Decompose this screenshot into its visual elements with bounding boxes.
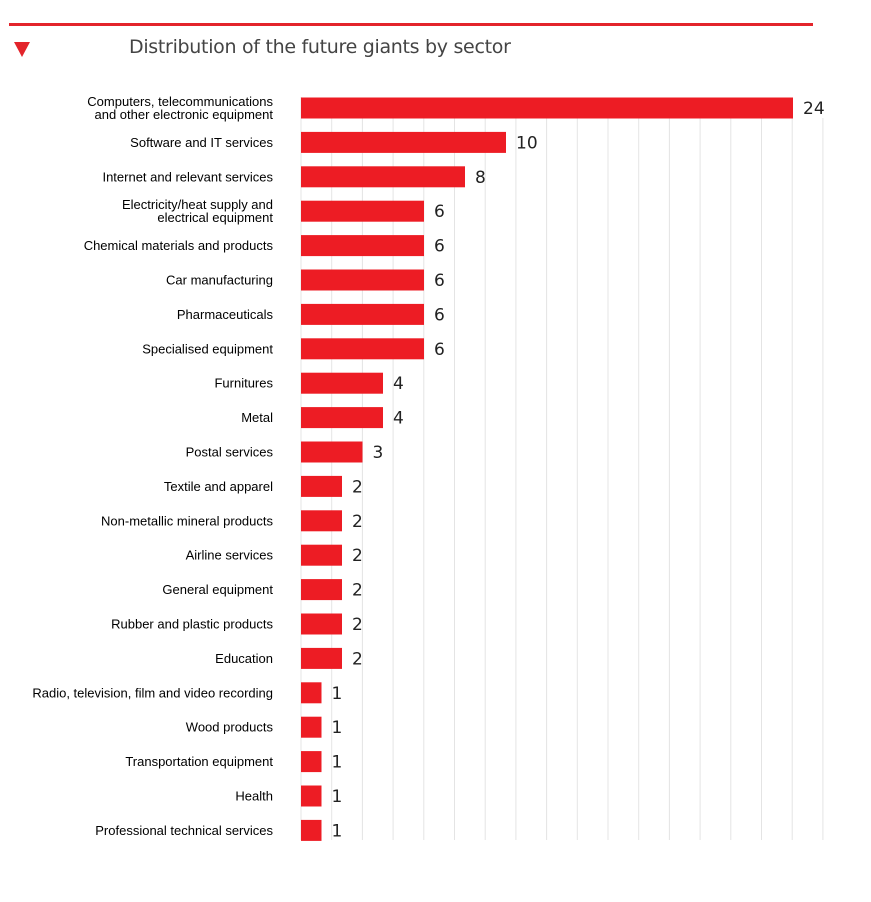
category-label: Transportation equipment (125, 754, 273, 769)
category-label: Specialised equipment (142, 341, 273, 356)
bar (301, 407, 383, 429)
bar (301, 303, 424, 325)
bar (301, 819, 322, 841)
triangle-marker-icon (14, 42, 30, 57)
bar (301, 131, 506, 153)
chart-title: Distribution of the future giants by sec… (129, 36, 511, 58)
value-label: 6 (434, 237, 445, 257)
category-label: Car manufacturing (166, 273, 273, 288)
value-label: 1 (332, 753, 343, 773)
category-label: Pharmaceuticals (177, 307, 274, 322)
value-label: 8 (475, 168, 486, 188)
category-label: Computers, telecommunications and other e… (87, 94, 273, 122)
bar (301, 200, 424, 222)
bar (301, 785, 322, 807)
value-label: 2 (352, 477, 363, 497)
category-label: Education (215, 651, 273, 666)
category-label: Metal (241, 410, 273, 425)
bar (301, 579, 342, 601)
category-label: Postal services (186, 445, 274, 460)
value-label: 6 (434, 271, 445, 291)
bar (301, 475, 342, 497)
bar (301, 441, 363, 463)
bar (301, 235, 424, 257)
value-label: 6 (434, 202, 445, 222)
category-label: Electricity/heat supply and electrical eq… (122, 197, 273, 225)
value-label: 24 (803, 99, 825, 119)
bar (301, 647, 342, 669)
value-label: 1 (332, 821, 343, 841)
value-label: 2 (352, 581, 363, 601)
category-label: Professional technical services (95, 823, 273, 838)
bar (301, 544, 342, 566)
bar (301, 372, 383, 394)
category-label: Health (235, 789, 273, 804)
value-label: 6 (434, 305, 445, 325)
bar (301, 751, 322, 773)
bar (301, 682, 322, 704)
value-label: 2 (352, 546, 363, 566)
category-label: Non-metallic mineral products (101, 513, 273, 528)
bar (301, 166, 465, 188)
value-label: 4 (393, 409, 404, 429)
top-rule (9, 23, 813, 26)
bar (301, 97, 793, 119)
value-label: 1 (332, 684, 343, 704)
value-label: 10 (516, 133, 538, 153)
category-label: Software and IT services (130, 135, 273, 150)
bar (301, 716, 322, 738)
category-label: Chemical materials and products (84, 238, 274, 253)
bar (301, 510, 342, 532)
value-label: 2 (352, 649, 363, 669)
category-label: Airline services (186, 548, 274, 563)
category-label: Textile and apparel (164, 479, 273, 494)
bar (301, 613, 342, 635)
category-label: Internet and relevant services (102, 169, 273, 184)
value-label: 2 (352, 615, 363, 635)
category-label: General equipment (162, 582, 273, 597)
category-label: Furnitures (214, 376, 273, 391)
value-label: 6 (434, 340, 445, 360)
category-label: Radio, television, film and video record… (32, 685, 273, 700)
value-label: 1 (332, 787, 343, 807)
value-label: 3 (373, 443, 384, 463)
category-label: Rubber and plastic products (111, 617, 273, 632)
value-label: 4 (393, 374, 404, 394)
bar (301, 269, 424, 291)
bar (301, 338, 424, 360)
value-label: 2 (352, 512, 363, 532)
value-label: 1 (332, 718, 343, 738)
category-label: Wood products (186, 720, 274, 735)
